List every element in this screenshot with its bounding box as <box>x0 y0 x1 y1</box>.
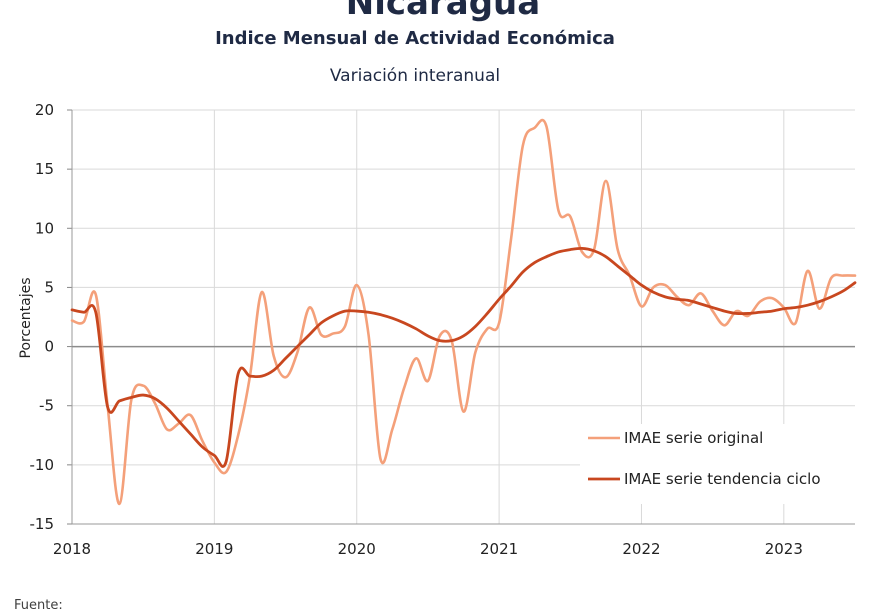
legend-label: IMAE serie original <box>624 429 763 447</box>
y-tick-label: 15 <box>35 160 54 178</box>
y-tick-label: -15 <box>30 515 55 533</box>
y-tick-label: 20 <box>35 101 54 119</box>
x-tick-label: 2021 <box>480 540 518 558</box>
series-line-trend <box>70 246 857 468</box>
y-tick-label: -10 <box>30 456 55 474</box>
y-axis-label: Porcentajes <box>18 277 34 358</box>
series-line-original <box>70 118 857 506</box>
axes: -15 -10 -5 0 5 10 15 20 2018 2019 2020 2021 2022 2023 <box>30 101 855 558</box>
chart-title: Variación interanual <box>329 66 501 86</box>
x-tick-label: 2020 <box>338 540 376 558</box>
legend-box <box>580 424 855 504</box>
source-note: Fuente: <box>14 598 63 613</box>
subtitle: Indice Mensual de Actividad Económica <box>215 28 615 49</box>
x-tick-label: 2019 <box>195 540 233 558</box>
y-tick-label: 5 <box>44 278 54 296</box>
series-lines <box>70 118 857 506</box>
main-title: Nicaragua <box>345 0 541 23</box>
x-tick-label: 2023 <box>765 540 803 558</box>
legend: IMAE serie original IMAE serie tendencia … <box>580 424 855 504</box>
x-tick-label: 2018 <box>53 540 91 558</box>
y-tick-label: 10 <box>35 219 54 237</box>
x-tick-label: 2022 <box>622 540 660 558</box>
y-tick-label: -5 <box>39 397 54 415</box>
legend-label: IMAE serie tendencia ciclo <box>624 470 821 488</box>
y-tick-label: 0 <box>44 338 54 356</box>
